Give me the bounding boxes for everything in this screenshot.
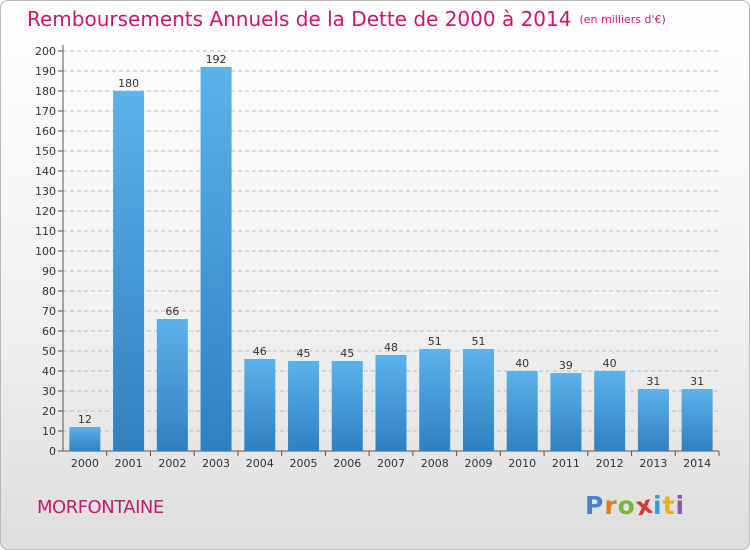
y-tick-label: 130 xyxy=(35,185,56,198)
y-tick-label: 100 xyxy=(35,245,56,258)
y-tick-label: 150 xyxy=(35,145,56,158)
y-tick-label: 90 xyxy=(42,265,56,278)
y-tick-label: 110 xyxy=(35,225,56,238)
y-tick-label: 10 xyxy=(42,425,56,438)
chart-title: Remboursements Annuels de la Dette de 20… xyxy=(27,7,666,31)
logo-letter: i xyxy=(675,491,686,520)
x-tick-label: 2010 xyxy=(508,457,536,470)
chart-title-text: Remboursements Annuels de la Dette de 20… xyxy=(27,7,572,31)
y-tick-label: 140 xyxy=(35,165,56,178)
data-label: 48 xyxy=(384,341,398,354)
data-label: 39 xyxy=(559,359,573,372)
data-label: 45 xyxy=(297,347,311,360)
y-tick-label: 0 xyxy=(49,445,56,458)
data-label: 51 xyxy=(428,335,442,348)
chart-unit: (en milliers d'€) xyxy=(579,13,666,26)
x-tick-label: 2001 xyxy=(115,457,143,470)
bar-2013 xyxy=(637,389,669,451)
x-tick-label: 2013 xyxy=(639,457,667,470)
data-label: 180 xyxy=(118,77,139,90)
logo-letter: o xyxy=(617,491,636,520)
x-tick-label: 2007 xyxy=(377,457,405,470)
bar-2014 xyxy=(681,389,713,451)
x-tick-label: 2000 xyxy=(71,457,99,470)
bar-2009 xyxy=(462,349,494,451)
y-tick-label: 170 xyxy=(35,105,56,118)
y-tick-label: 190 xyxy=(35,65,56,78)
bar-2001 xyxy=(113,91,145,451)
bar-2010 xyxy=(506,371,538,451)
y-tick-label: 160 xyxy=(35,125,56,138)
y-tick-label: 20 xyxy=(42,405,56,418)
data-label: 40 xyxy=(603,357,617,370)
city-name: MORFONTAINE xyxy=(37,497,164,518)
y-tick-label: 180 xyxy=(35,85,56,98)
x-tick-label: 2009 xyxy=(464,457,492,470)
data-label: 45 xyxy=(340,347,354,360)
bar-2004 xyxy=(244,359,276,451)
x-tick-label: 2004 xyxy=(246,457,274,470)
bar-2000 xyxy=(69,427,101,451)
x-tick-label: 2011 xyxy=(552,457,580,470)
y-tick-label: 30 xyxy=(42,385,56,398)
proxiti-logo: Proxiti xyxy=(585,490,686,522)
y-tick-label: 50 xyxy=(42,345,56,358)
data-label: 51 xyxy=(471,335,485,348)
y-tick-label: 70 xyxy=(42,305,56,318)
x-tick-label: 2014 xyxy=(683,457,711,470)
data-label: 12 xyxy=(78,413,92,426)
y-tick-label: 80 xyxy=(42,285,56,298)
bar-2011 xyxy=(550,373,582,451)
data-label: 31 xyxy=(690,375,704,388)
logo-letter: P xyxy=(585,491,605,520)
logo-letter: r xyxy=(604,491,618,520)
x-tick-label: 2012 xyxy=(596,457,624,470)
x-tick-label: 2006 xyxy=(333,457,361,470)
x-tick-label: 2008 xyxy=(421,457,449,470)
y-tick-label: 120 xyxy=(35,205,56,218)
bar-2002 xyxy=(156,319,188,451)
data-label: 40 xyxy=(515,357,529,370)
data-label: 46 xyxy=(253,345,267,358)
data-label: 66 xyxy=(165,305,179,318)
y-tick-label: 200 xyxy=(35,45,56,58)
y-tick-label: 60 xyxy=(42,325,56,338)
x-tick-label: 2003 xyxy=(202,457,230,470)
logo-letter: i xyxy=(653,491,663,520)
data-label: 31 xyxy=(646,375,660,388)
y-tick-label: 40 xyxy=(42,365,56,378)
bar-2007 xyxy=(375,355,407,451)
bar-2006 xyxy=(331,361,363,451)
x-tick-label: 2005 xyxy=(290,457,318,470)
logo-letter: t xyxy=(662,491,676,520)
data-label: 192 xyxy=(206,53,227,66)
bar-2005 xyxy=(288,361,320,451)
bar-2003 xyxy=(200,67,232,451)
bar-2012 xyxy=(594,371,626,451)
x-tick-label: 2002 xyxy=(158,457,186,470)
bar-2008 xyxy=(419,349,451,451)
